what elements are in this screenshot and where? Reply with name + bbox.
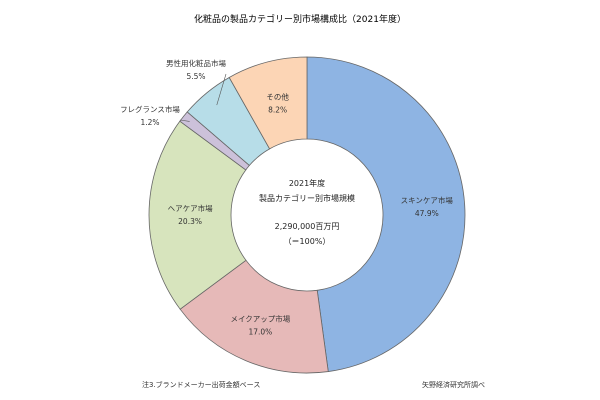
value-skincare: 47.9% [415, 209, 439, 218]
label-haircare: ヘアケア市場 [168, 203, 213, 213]
label-makeup: メイクアップ市場 [230, 314, 290, 324]
value-fragrance: 1.2% [140, 118, 159, 127]
slice-makeup [179, 259, 329, 374]
leader-lines [179, 73, 227, 122]
value-mens-cosmetics: 5.5% [186, 72, 205, 81]
label-mens-cosmetics: 男性用化粧品市場 [166, 58, 226, 68]
slices [148, 56, 466, 374]
slice-labels: スキンケア市場 47.9% メイクアップ市場 17.0% ヘアケア市場 20.3% フレグラ… [120, 58, 453, 337]
slice-other [228, 56, 308, 150]
value-haircare: 20.3% [178, 217, 202, 226]
center-text: 2021年度 製品カテゴリー別市場規模 2,290,000百万円 （＝100%） [259, 178, 355, 246]
slice-skincare [306, 56, 466, 373]
center-heading: 製品カテゴリー別市場規模 [259, 193, 355, 203]
center-year: 2021年度 [289, 178, 325, 188]
slice-haircare [148, 120, 247, 310]
value-makeup: 17.0% [248, 328, 272, 337]
label-other: その他 [266, 91, 289, 101]
leader-mens-cosmetics [216, 73, 227, 106]
leader-fragrance [179, 119, 190, 122]
source-note: 矢野経済研究所調べ [422, 381, 485, 389]
label-fragrance: フレグランス市場 [120, 104, 180, 114]
label-skincare: スキンケア市場 [401, 195, 454, 205]
value-other: 8.2% [268, 105, 287, 114]
footnote: 注3.ブランドメーカー出荷金額ベース [142, 381, 261, 389]
chart-title: 化粧品の製品カテゴリー別市場構成比（2021年度） [194, 13, 406, 25]
center-percent: （＝100%） [284, 237, 331, 246]
center-total: 2,290,000百万円 [275, 222, 340, 231]
